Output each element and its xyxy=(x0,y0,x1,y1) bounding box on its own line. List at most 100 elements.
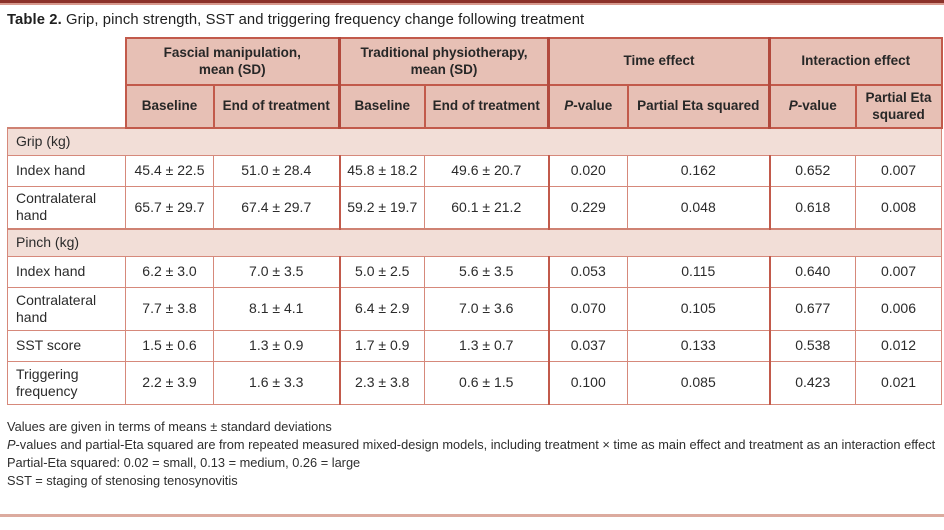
footnote-line: Partial-Eta squared: 0.02 = small, 0.13 … xyxy=(7,454,361,470)
cell: 0.652 xyxy=(768,154,856,187)
subheader-fascial-baseline: Baseline xyxy=(124,84,215,129)
header-group-traditional-line2: mean (SD) xyxy=(410,61,478,77)
header-blank-cell xyxy=(7,38,126,128)
cell: 0.012 xyxy=(855,329,942,362)
section-band-pinch: Pinch (kg) xyxy=(7,228,942,257)
cell: 0.070 xyxy=(547,286,628,331)
cell: 65.7 ± 29.7 xyxy=(125,185,214,230)
cell: 59.2 ± 19.7 xyxy=(338,185,425,230)
subheader-time-pvalue: P-value xyxy=(547,84,629,129)
row-label: Triggering frequency xyxy=(7,360,126,405)
header-group-fascial-line2: mean (SD) xyxy=(198,61,266,77)
cell: 1.5 ± 0.6 xyxy=(125,329,214,362)
cell: 60.1 ± 21.2 xyxy=(424,185,549,230)
header-group-fascial-line1: Fascial manipulation, xyxy=(163,44,301,60)
cell: 5.0 ± 2.5 xyxy=(338,255,425,288)
header-group-time-effect: Time effect xyxy=(547,37,771,86)
table-row: Contralateral hand 7.7 ± 3.8 8.1 ± 4.1 6… xyxy=(7,286,942,331)
subheader-traditional-baseline: Baseline xyxy=(338,84,426,129)
cell: 0.6 ± 1.5 xyxy=(424,360,549,405)
cell: 67.4 ± 29.7 xyxy=(213,185,340,230)
cell: 6.2 ± 3.0 xyxy=(125,255,214,288)
header-group-traditional-line1: Traditional physiotherapy, xyxy=(360,44,528,60)
cell: 0.115 xyxy=(627,255,770,288)
row-label: Index hand xyxy=(7,154,126,187)
cell: 2.3 ± 3.8 xyxy=(338,360,425,405)
footnotes: Values are given in terms of means ± sta… xyxy=(7,418,939,490)
table-row: Index hand 45.4 ± 22.5 51.0 ± 28.4 45.8 … xyxy=(7,154,942,187)
row-label: Index hand xyxy=(7,255,126,288)
row-label: Contralateral hand xyxy=(7,286,126,331)
row-label: Contralateral hand xyxy=(7,185,126,230)
footnote-line: P-values and partial-Eta squared are fro… xyxy=(7,436,939,454)
p-italic: P xyxy=(564,98,574,114)
cell: 2.2 ± 3.9 xyxy=(125,360,214,405)
footnote-text: -values and partial-Eta squared are from… xyxy=(15,436,936,452)
cell: 51.0 ± 28.4 xyxy=(213,154,340,187)
p-italic: P xyxy=(7,436,16,452)
cell: 7.7 ± 3.8 xyxy=(125,286,214,331)
section-band-label: Grip (kg) xyxy=(7,127,942,156)
footnote-line: Values are given in terms of means ± sta… xyxy=(7,418,332,434)
cell: 5.6 ± 3.5 xyxy=(424,255,549,288)
cell: 6.4 ± 2.9 xyxy=(338,286,425,331)
row-label: SST score xyxy=(7,329,126,362)
subheader-interaction-pvalue: P-value xyxy=(768,84,857,129)
cell: 0.006 xyxy=(855,286,942,331)
cell: 0.133 xyxy=(627,329,770,362)
header-group-interaction-effect: Interaction effect xyxy=(768,37,943,86)
cell: 0.640 xyxy=(768,255,856,288)
header-group-traditional: Traditional physiotherapy, mean (SD) xyxy=(338,37,550,86)
cell: 1.7 ± 0.9 xyxy=(338,329,425,362)
cell: 1.3 ± 0.7 xyxy=(424,329,549,362)
section-band-label: Pinch (kg) xyxy=(7,228,942,257)
cell: 0.021 xyxy=(855,360,942,405)
table-title-text: Grip, pinch strength, SST and triggering… xyxy=(61,12,585,28)
bottom-rule xyxy=(0,514,944,517)
cell: 7.0 ± 3.5 xyxy=(213,255,340,288)
cell: 45.8 ± 18.2 xyxy=(338,154,425,187)
p-italic: P xyxy=(788,98,798,114)
subheader-traditional-end: End of treatment xyxy=(423,84,550,129)
header-group-fascial: Fascial manipulation, mean (SD) xyxy=(124,37,341,86)
cell: 0.007 xyxy=(855,154,942,187)
table-header: Fascial manipulation, mean (SD) Tradition… xyxy=(7,37,943,129)
cell: 0.162 xyxy=(627,154,770,187)
cell: 0.100 xyxy=(547,360,628,405)
cell: 0.008 xyxy=(855,185,942,230)
cell: 0.007 xyxy=(855,255,942,288)
table-row: Contralateral hand 65.7 ± 29.7 67.4 ± 29… xyxy=(7,185,942,230)
cell: 7.0 ± 3.6 xyxy=(424,286,549,331)
cell: 0.048 xyxy=(627,185,770,230)
table-body: Grip (kg) Index hand 45.4 ± 22.5 51.0 ± … xyxy=(7,127,942,405)
table-row: Triggering frequency 2.2 ± 3.9 1.6 ± 3.3… xyxy=(7,360,942,405)
top-rule-dark xyxy=(0,0,944,3)
cell: 1.3 ± 0.9 xyxy=(213,329,340,362)
cell: 1.6 ± 3.3 xyxy=(213,360,340,405)
subheader-interaction-partial-eta: Partial Eta squared xyxy=(854,84,943,129)
cell: 0.037 xyxy=(547,329,628,362)
cell: 0.538 xyxy=(768,329,856,362)
section-band-grip: Grip (kg) xyxy=(7,127,942,156)
cell: 8.1 ± 4.1 xyxy=(213,286,340,331)
subheader-time-partial-eta: Partial Eta squared xyxy=(626,84,771,129)
subheader-fascial-end: End of treatment xyxy=(212,84,341,129)
table-title-prefix: Table 2. xyxy=(7,12,62,28)
cell: 0.677 xyxy=(768,286,856,331)
table-row: SST score 1.5 ± 0.6 1.3 ± 0.9 1.7 ± 0.9 … xyxy=(7,329,942,362)
cell: 0.020 xyxy=(547,154,628,187)
results-table: Fascial manipulation, mean (SD) Tradition… xyxy=(7,37,943,405)
cell: 49.6 ± 20.7 xyxy=(424,154,549,187)
cell: 0.053 xyxy=(547,255,628,288)
p-rest: -value xyxy=(797,98,837,114)
cell: 45.4 ± 22.5 xyxy=(125,154,214,187)
footnote-line: SST = staging of stenosing tenosynovitis xyxy=(7,472,238,488)
table-title: Table 2. Grip, pinch strength, SST and t… xyxy=(7,12,944,28)
table-row: Index hand 6.2 ± 3.0 7.0 ± 3.5 5.0 ± 2.5… xyxy=(7,255,942,288)
cell: 0.105 xyxy=(627,286,770,331)
cell: 0.618 xyxy=(768,185,856,230)
p-rest: -value xyxy=(573,98,613,114)
top-rule-light xyxy=(0,3,944,5)
cell: 0.229 xyxy=(547,185,628,230)
cell: 0.085 xyxy=(627,360,770,405)
